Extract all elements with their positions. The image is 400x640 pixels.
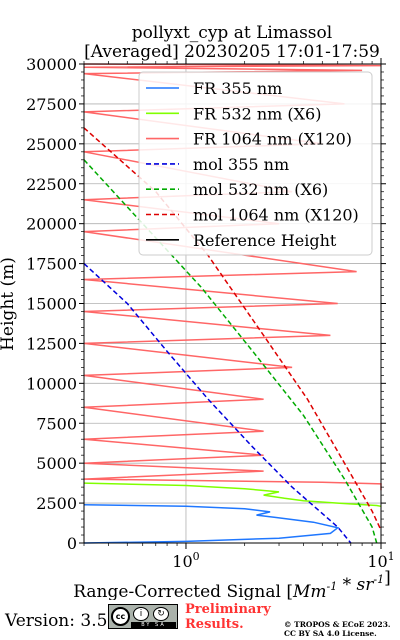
legend-label-1: FR 532 nm (X6) — [193, 104, 321, 123]
series-line-5 — [83, 127, 382, 531]
preliminary-line-2: Results. — [185, 617, 244, 632]
chart-subtitle: [Averaged] 20230205 17:01-17:59 — [84, 42, 380, 62]
y-tick-label: 0 — [67, 534, 77, 553]
copyright-line-1: © TROPOS & ECoE 2023. — [284, 620, 391, 629]
copyright-line-2: CC BY SA 4.0 License. — [284, 629, 377, 638]
series-line-1 — [83, 482, 382, 508]
y-tick-label: 15000 — [26, 295, 77, 314]
series-layer — [83, 63, 382, 544]
series-line-4 — [83, 159, 378, 544]
x-axis-label: Range-Corrected Signal [Mm-1 * sr-1] — [73, 568, 391, 600]
y-tick-label: 25000 — [26, 135, 77, 154]
y-axis-label: Height (m) — [0, 257, 18, 351]
copyright-notice: © TROPOS & ECoE 2023. CC BY SA 4.0 Licen… — [284, 620, 391, 638]
legend-label-0: FR 355 nm — [193, 79, 282, 98]
y-tick-label: 27500 — [26, 95, 77, 114]
y-tick-label: 5000 — [36, 454, 77, 473]
license-strip: BY SA — [131, 622, 176, 628]
y-tick-label: 2500 — [36, 494, 77, 513]
legend: FR 355 nm FR 532 nm (X6) FR 1064 nm (X120)… — [138, 71, 373, 256]
footer: Version: 3.5 cc i ↻ BY SA Preliminary Re… — [0, 600, 400, 640]
attribution-icon: i — [133, 607, 149, 621]
y-tick-label: 10000 — [26, 374, 77, 393]
y-tick-label: 12500 — [26, 334, 77, 353]
preliminary-line-1: Preliminary — [185, 602, 271, 617]
y-tick-label: 22500 — [26, 175, 77, 194]
chart-svg: pollyxt_cyp at Limassol [Averaged] 20230… — [0, 23, 395, 600]
legend-label-2: FR 1064 nm (X120) — [193, 130, 352, 149]
y-tick-label: 30000 — [26, 55, 77, 74]
preliminary-notice: Preliminary Results. — [185, 602, 271, 632]
y-tick-label: 20000 — [26, 215, 77, 234]
legend-label-6: Reference Height — [193, 231, 337, 250]
x-tick-label: 100 — [172, 550, 199, 571]
series-line-0 — [83, 503, 340, 544]
share-alike-icon: ↻ — [153, 607, 169, 621]
license-badge: cc i ↻ BY SA — [108, 604, 178, 629]
legend-box — [138, 71, 373, 256]
legend-label-4: mol 532 nm (X6) — [193, 180, 328, 199]
axes: 0 2500 5000 7500 10000 12500 15000 17500 20000 22… — [26, 55, 395, 571]
legend-label-3: mol 355 nm — [193, 155, 289, 174]
series-line-3 — [83, 263, 352, 544]
creative-commons-icon: cc — [111, 607, 130, 626]
legend-label-5: mol 1064 nm (X120) — [193, 206, 359, 225]
y-tick-label: 17500 — [26, 255, 77, 274]
chart-title: pollyxt_cyp at Limassol — [132, 23, 332, 43]
y-tick-label: 7500 — [36, 414, 77, 433]
version-label: Version: 3.5 — [5, 611, 108, 631]
